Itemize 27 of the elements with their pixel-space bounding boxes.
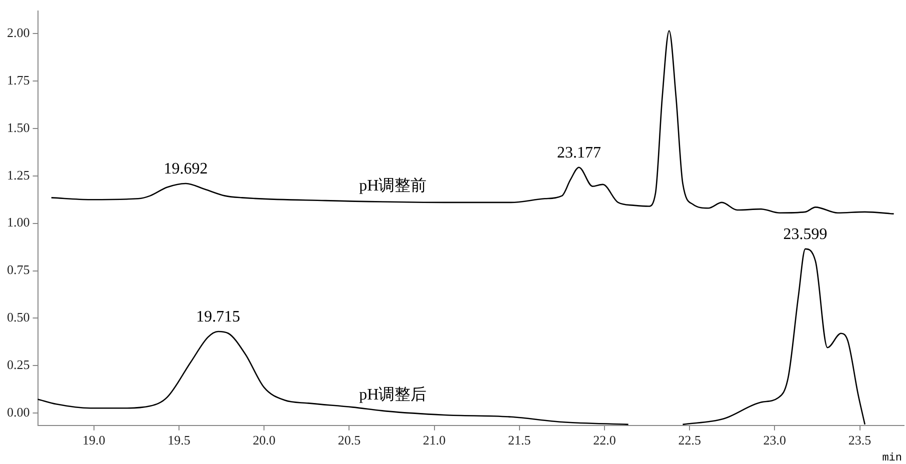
y-tick-label: 1.50 <box>7 120 30 135</box>
x-tick-label: 20.5 <box>338 432 361 448</box>
x-tick-label: 21.0 <box>422 432 446 448</box>
y-tick-label: 2.00 <box>7 24 30 40</box>
y-tick-label: 0.00 <box>7 404 30 420</box>
series-label: pH调整前 <box>359 176 427 195</box>
line-series <box>50 30 894 214</box>
series-label: pH调整后 <box>359 385 427 404</box>
y-tick-label: 1.25 <box>7 167 30 182</box>
x-tick-label: 23.5 <box>848 432 872 448</box>
y-tick-label: 0.50 <box>7 310 30 325</box>
x-tick-label: 19.0 <box>82 432 106 448</box>
annotation: 23.599 <box>783 226 828 244</box>
x-axis-title: min <box>882 452 902 464</box>
y-tick-label: 0.25 <box>7 357 30 372</box>
y-tick-label: 0.75 <box>7 262 30 278</box>
annotation: 23.177 <box>556 144 601 162</box>
x-tick-label: 19.5 <box>168 432 190 448</box>
x-tick-label: 21.5 <box>508 432 531 448</box>
x-tick-label: 23.0 <box>763 432 786 448</box>
x-tick-label: 20.0 <box>252 432 276 448</box>
x-tick-label: 22.0 <box>593 432 616 448</box>
y-tick-label: 1.75 <box>7 72 30 88</box>
annotation: 19.692 <box>164 160 208 178</box>
annotation: 19.715 <box>196 308 240 326</box>
y-tick-label: 1.00 <box>7 214 30 230</box>
x-tick-label: 22.5 <box>678 432 701 448</box>
